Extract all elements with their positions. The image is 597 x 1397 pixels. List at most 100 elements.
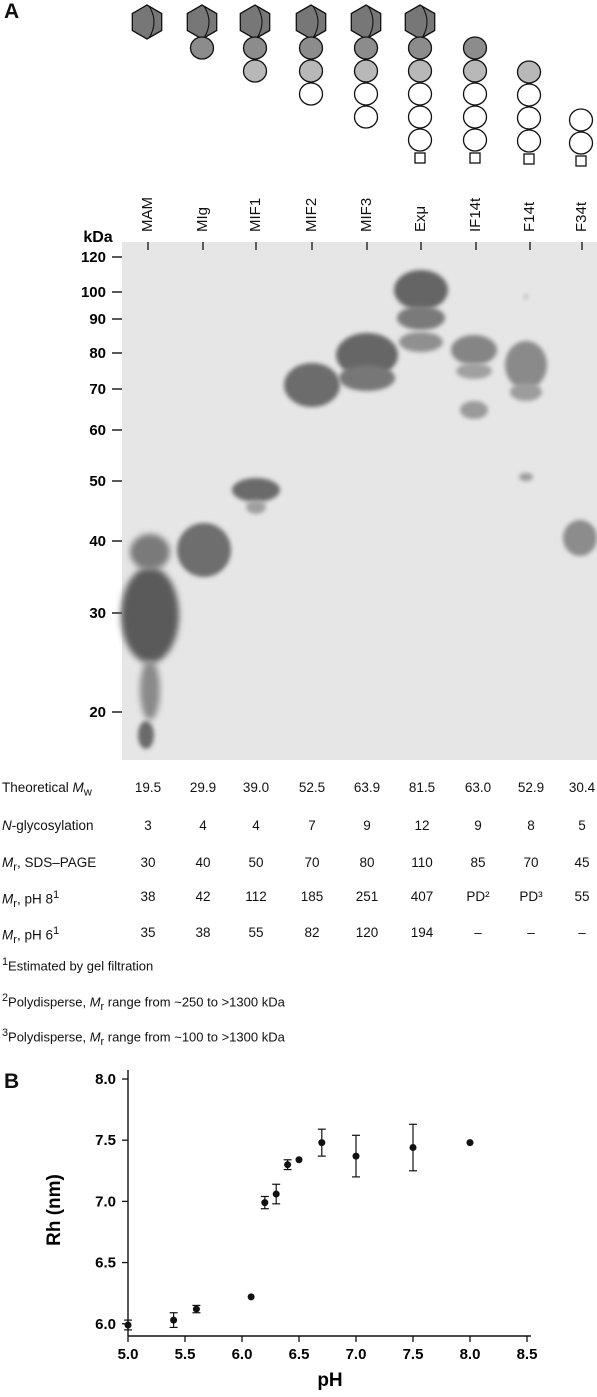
row-label-part: M <box>2 891 14 907</box>
footnote-2-text: range from ~250 to >1300 kDa <box>104 994 285 1010</box>
row-label-part: , pH 8 <box>17 891 54 907</box>
table-cell: 40 <box>195 855 211 870</box>
x-tick-label: 8.0 <box>460 1346 481 1363</box>
mw-tick-label: 120 <box>81 249 106 266</box>
protein-band <box>399 332 443 352</box>
table-cell: 52.9 <box>517 780 545 795</box>
table-cell: 5 <box>578 818 586 833</box>
protein-band <box>246 500 266 514</box>
mw-tick-label: 80 <box>89 345 106 362</box>
table-cell: 9 <box>474 818 482 833</box>
mw-tick-label: 20 <box>89 704 106 721</box>
protein-band <box>138 721 154 749</box>
fn3-domain-icon <box>407 82 433 106</box>
fn3-domain-icon <box>407 128 433 152</box>
protein-band <box>563 520 597 556</box>
footnote-3-pre: Polydisperse, <box>8 1029 90 1045</box>
gel-background <box>122 242 597 760</box>
panel-b-letter: B <box>4 1070 20 1093</box>
x-tick-label: 5.0 <box>118 1346 139 1363</box>
protein-band <box>336 333 398 377</box>
row-label-part: Theoretical <box>2 780 73 795</box>
data-point <box>124 1321 132 1329</box>
fn3-domain-icon <box>516 60 542 84</box>
table-cell: 12 <box>414 818 430 833</box>
row-label-theoretical: Theoretical Mw <box>2 780 92 799</box>
table-cell: 81.5 <box>408 780 436 795</box>
mw-tick-label: 90 <box>89 311 106 328</box>
protein-band <box>397 306 445 330</box>
x-tick-label: 5.5 <box>175 1346 196 1363</box>
row-label-part: , pH 6 <box>17 927 54 943</box>
fn3-domain-icon <box>407 105 433 129</box>
x-tick-label: 7.5 <box>403 1346 424 1363</box>
ig-domain-icon <box>462 36 488 60</box>
footnote-2-symbol: M <box>89 994 101 1010</box>
data-point <box>170 1316 178 1324</box>
protein-band <box>140 660 160 720</box>
row-label-sds: Mr, SDS–PAGE <box>2 855 96 874</box>
mw-tick-label: 40 <box>89 533 106 550</box>
row-label-part: M <box>72 780 84 795</box>
table-cell: 7 <box>308 818 316 833</box>
transmembrane-domain-icon <box>414 152 426 164</box>
table-cell: 38 <box>195 925 211 940</box>
row-label-ph6: Mr, pH 61 <box>2 925 59 946</box>
protein-band <box>510 383 542 401</box>
footnote-3-symbol: M <box>89 1029 101 1045</box>
mw-tick-label: 50 <box>89 473 106 490</box>
table-cell: 29.9 <box>189 780 217 795</box>
table-cell: 55 <box>574 889 590 904</box>
footnote-2-subscript: r <box>100 1000 105 1013</box>
y-tick-label: 6.0 <box>95 1316 116 1333</box>
table-cell: 407 <box>410 889 434 904</box>
protein-band <box>339 365 395 391</box>
mw-tick-label: 30 <box>89 605 106 622</box>
mw-tick-label: 100 <box>81 284 106 301</box>
table-cell: 120 <box>355 925 379 940</box>
table-cell: 194 <box>410 925 434 940</box>
fn3-domain-icon <box>242 59 268 83</box>
table-cell: 52.5 <box>298 780 326 795</box>
footnote-2: 2Polydisperse, Mr range from ~250 to >13… <box>2 992 285 1013</box>
data-point <box>284 1161 292 1169</box>
ig-domain-icon <box>189 36 215 60</box>
fn3-domain-icon <box>516 83 542 107</box>
row-label-part: r <box>13 898 17 911</box>
table-cell: PD² <box>466 889 490 904</box>
table-cell: – <box>474 925 482 940</box>
protein-band <box>456 363 492 379</box>
fn3-domain-icon <box>516 106 542 130</box>
data-point <box>192 1305 200 1313</box>
mam-domain-icon <box>186 4 218 40</box>
row-label-part: M <box>2 927 14 943</box>
row-label-part: w <box>83 786 92 799</box>
ig-domain-icon <box>353 36 379 60</box>
row-label-ph8: Mr, pH 81 <box>2 889 59 910</box>
protein-band <box>523 294 529 300</box>
x-tick-label: 7.0 <box>346 1346 367 1363</box>
ig-domain-icon <box>298 36 324 60</box>
protein-band <box>394 270 448 310</box>
table-cell: 63.0 <box>464 780 492 795</box>
y-tick-label: 7.5 <box>95 1132 116 1149</box>
table-cell: 30 <box>140 855 156 870</box>
rh-vs-ph-chart: 5.0 5.5 6.0 6.5 7.0 7.5 8.0 8.56.06.57.07.58.0 … <box>44 1070 538 1391</box>
x-tick-label: 8.5 <box>517 1346 538 1363</box>
fn3-domain-icon <box>298 59 324 83</box>
footnote-1-text: Estimated by gel filtration <box>8 958 154 974</box>
fn3-domain-icon <box>568 108 594 132</box>
fn3-domain-icon <box>407 59 433 83</box>
kda-axis-label: kDa <box>83 229 112 246</box>
sds-page-gel: kDa 120 100 90 80 70 60 50 40 30 20 <box>81 229 597 760</box>
table-cell: 4 <box>199 818 207 833</box>
fn3-domain-icon <box>462 59 488 83</box>
table-cell: 82 <box>304 925 320 940</box>
protein-band <box>284 363 340 407</box>
x-tick-label: 6.0 <box>232 1346 253 1363</box>
fn3-domain-icon <box>462 82 488 106</box>
table-cell: 80 <box>359 855 375 870</box>
table-cell: 110 <box>411 855 433 870</box>
transmembrane-domain-icon <box>469 152 481 164</box>
data-point <box>352 1152 360 1160</box>
